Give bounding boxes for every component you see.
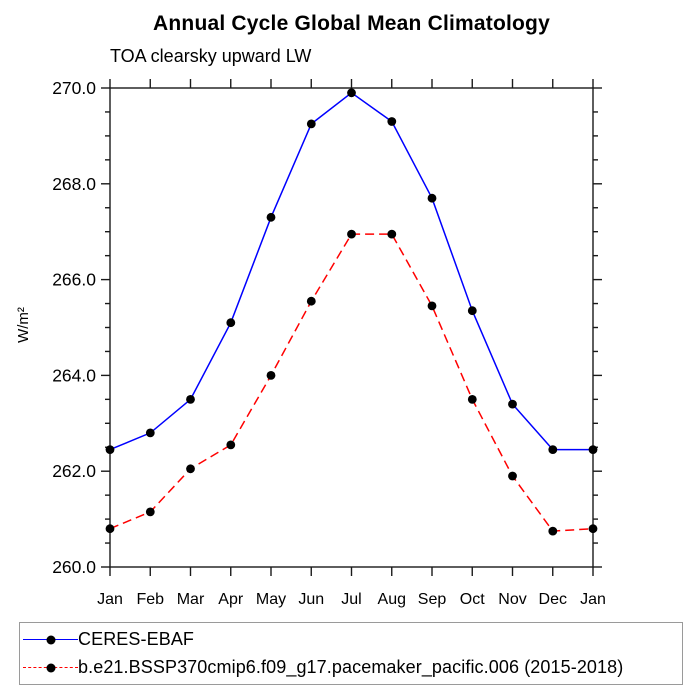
y-tick-label: 262.0: [52, 461, 96, 481]
data-point-marker: [387, 117, 397, 126]
y-tick-label: 264.0: [52, 365, 96, 385]
data-point-marker: [427, 193, 437, 203]
x-tick-label: Jul: [341, 591, 361, 608]
data-point-marker: [226, 440, 236, 450]
y-tick-label: 260.0: [52, 557, 96, 577]
x-tick-label: May: [256, 591, 286, 608]
data-point-marker: [347, 88, 356, 98]
data-point-marker: [145, 428, 155, 438]
legend-item-model: b.e21.BSSP370cmip6.f09_g17.pacemaker_pac…: [23, 654, 682, 682]
data-point-marker: [588, 445, 598, 454]
axes: [101, 79, 602, 576]
legend-marker-dot-icon: [46, 635, 55, 645]
data-point-marker: [508, 471, 517, 481]
legend-line-sample-solid: [23, 635, 78, 645]
data-point-marker: [387, 229, 397, 239]
data-point-marker: [548, 445, 558, 454]
x-tick-label: Dec: [539, 591, 567, 608]
legend-marker-dot-icon: [46, 663, 55, 673]
data-point-marker: [145, 507, 155, 517]
x-tick-label: Sep: [418, 591, 447, 608]
data-point-marker: [105, 524, 115, 534]
x-tick-label: Jan: [97, 591, 123, 608]
legend-line-sample-dashed: [23, 663, 78, 673]
x-tick-label: Apr: [218, 591, 244, 608]
chart-subtitle: TOA clearsky upward LW: [110, 46, 312, 66]
y-tick-label: 270.0: [52, 78, 96, 98]
series-model: [105, 229, 598, 536]
x-tick-label: Jun: [298, 591, 324, 608]
legend-item-ceres: CERES-EBAF: [23, 626, 682, 654]
data-point-marker: [548, 526, 558, 536]
legend-label: b.e21.BSSP370cmip6.f09_g17.pacemaker_pac…: [78, 657, 624, 677]
data-point-marker: [588, 524, 598, 534]
x-tick-label: Oct: [460, 591, 485, 608]
chart-title: Annual Cycle Global Mean Climatology: [153, 12, 550, 35]
legend-label: CERES-EBAF: [78, 629, 195, 649]
data-point-marker: [186, 464, 195, 474]
y-tick-label: 268.0: [52, 174, 96, 194]
data-point-marker: [266, 371, 276, 380]
y-tick-label: 266.0: [52, 270, 96, 290]
series-line-model: [109, 233, 594, 532]
data-point-marker: [306, 296, 316, 306]
line-chart-plot: 260.0 262.0 264.0 266.0 268.0 270.0 Jan Feb Mar A…: [52, 78, 606, 608]
x-tick-label: Aug: [378, 591, 406, 608]
chart-legend: CERES-EBAF b.e21.BSSP370cmip6.f09_g17.pa…: [19, 622, 683, 685]
data-point-marker: [186, 395, 195, 404]
x-tick-label: Jan: [580, 591, 606, 608]
data-point-marker: [427, 301, 437, 311]
data-point-marker: [306, 119, 316, 129]
series-line-ceres: [109, 91, 593, 451]
data-point-marker: [105, 445, 115, 454]
axis-labels: 260.0 262.0 264.0 266.0 268.0 270.0 Jan Feb Mar A…: [52, 78, 606, 608]
x-tick-label: Mar: [177, 591, 205, 608]
data-point-marker: [508, 399, 517, 409]
data-point-marker: [266, 212, 276, 222]
data-point-marker: [467, 306, 477, 316]
x-tick-label: Feb: [136, 591, 164, 608]
x-tick-label: Nov: [498, 591, 526, 608]
data-point-marker: [347, 229, 356, 239]
series-ceres: [105, 88, 598, 454]
plot-frame: [109, 87, 594, 568]
data-point-marker: [467, 395, 477, 404]
data-point-marker: [226, 318, 236, 328]
